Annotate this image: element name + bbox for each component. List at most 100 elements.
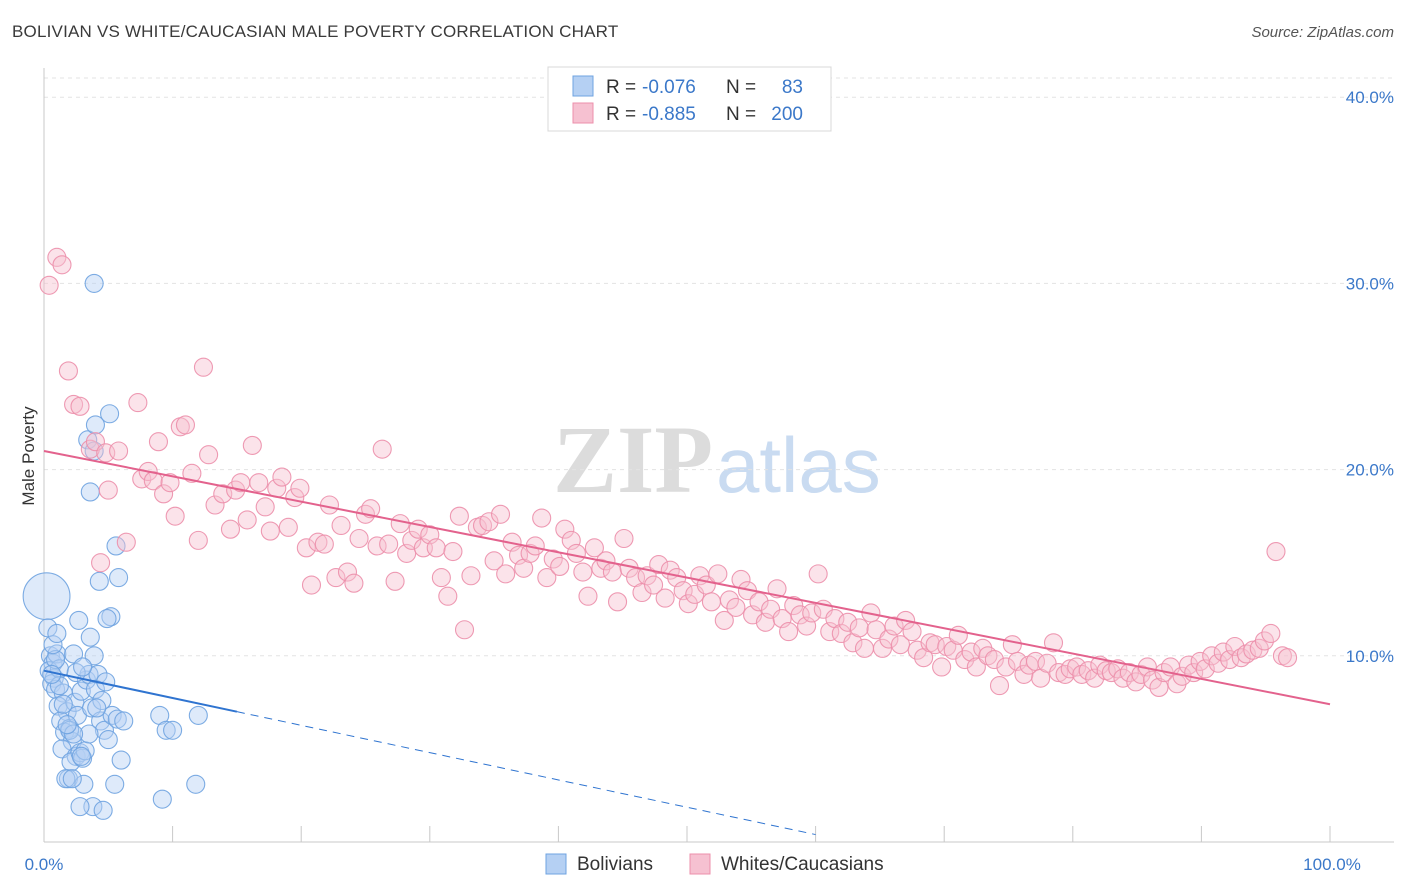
bolivian-point bbox=[79, 724, 99, 744]
white-point bbox=[1261, 623, 1281, 644]
bolivian-point bbox=[57, 715, 77, 735]
bolivian-point bbox=[82, 698, 102, 718]
white-point bbox=[701, 592, 721, 612]
white-point bbox=[1225, 636, 1245, 657]
white-point bbox=[849, 618, 869, 638]
bolivian-point bbox=[71, 681, 91, 701]
legend-swatch bbox=[572, 102, 594, 124]
white-point bbox=[678, 594, 698, 614]
white-point bbox=[602, 562, 622, 582]
bolivian-point bbox=[84, 646, 104, 666]
bolivian-point bbox=[62, 769, 82, 789]
white-point bbox=[996, 657, 1016, 677]
white-point bbox=[872, 638, 893, 658]
bolivian-point bbox=[85, 415, 105, 435]
bolivian-point bbox=[74, 774, 94, 794]
white-point bbox=[578, 586, 598, 606]
white-trendline bbox=[43, 450, 1331, 706]
bolivian-trendline-extension bbox=[236, 711, 816, 836]
bolivian-point bbox=[106, 536, 126, 556]
white-point bbox=[301, 575, 322, 595]
white-point bbox=[128, 393, 148, 413]
white-point bbox=[278, 517, 298, 537]
white-point bbox=[1002, 635, 1022, 655]
bolivian-point bbox=[80, 627, 100, 647]
white-point bbox=[555, 519, 575, 539]
white-point bbox=[932, 657, 952, 677]
white-point bbox=[1213, 642, 1233, 662]
white-point bbox=[242, 435, 262, 455]
white-point bbox=[978, 646, 998, 666]
white-point bbox=[402, 530, 422, 550]
white-point bbox=[379, 534, 399, 554]
white-point bbox=[608, 592, 628, 612]
white-point bbox=[649, 555, 669, 575]
bolivian-point bbox=[70, 797, 90, 817]
white-point bbox=[193, 357, 214, 377]
white-point bbox=[566, 543, 586, 563]
bolivian-point bbox=[89, 571, 109, 591]
y-tick-label: 40.0% bbox=[1346, 88, 1394, 107]
white-point bbox=[438, 586, 458, 606]
legend-n-label: N = bbox=[726, 77, 756, 98]
white-point bbox=[237, 510, 257, 530]
bolivian-point bbox=[156, 720, 176, 740]
white-point bbox=[98, 480, 118, 500]
white-point bbox=[984, 649, 1004, 670]
white-point bbox=[496, 564, 516, 584]
white-point bbox=[454, 620, 475, 640]
x-tick-label: 0.0% bbox=[25, 855, 64, 874]
white-point bbox=[175, 415, 196, 435]
bolivian-point bbox=[94, 720, 114, 740]
white-point bbox=[484, 551, 504, 571]
white-point bbox=[779, 622, 799, 642]
white-point bbox=[749, 592, 769, 612]
bolivian-point bbox=[22, 572, 71, 621]
bolivian-point bbox=[64, 724, 84, 744]
white-point bbox=[70, 396, 90, 416]
white-point bbox=[808, 564, 828, 584]
white-point bbox=[490, 504, 511, 524]
source-label: Source: ZipAtlas.com bbox=[1251, 24, 1394, 41]
white-point bbox=[767, 579, 787, 599]
white-point bbox=[260, 521, 280, 541]
white-point bbox=[573, 562, 593, 582]
bolivian-point bbox=[88, 664, 108, 684]
white-point bbox=[1266, 541, 1286, 562]
y-tick-label: 20.0% bbox=[1346, 461, 1394, 480]
bolivian-point bbox=[66, 746, 86, 766]
bolivian-point bbox=[49, 676, 69, 696]
legend-n-value: 83 bbox=[782, 77, 803, 98]
white-point bbox=[154, 484, 174, 504]
white-point bbox=[390, 514, 410, 534]
white-point bbox=[1236, 644, 1256, 664]
white-point bbox=[182, 463, 202, 483]
white-point bbox=[472, 515, 493, 536]
bolivian-point bbox=[114, 711, 134, 731]
white-point bbox=[1278, 648, 1298, 668]
bolivian-point bbox=[56, 769, 76, 789]
white-point bbox=[1131, 664, 1151, 684]
white-point bbox=[726, 597, 746, 617]
bolivian-point bbox=[64, 644, 84, 664]
white-point bbox=[205, 495, 225, 515]
watermark-atlas: atlas bbox=[716, 421, 881, 509]
white-point bbox=[543, 549, 563, 569]
bolivian-point bbox=[188, 705, 208, 725]
white-point bbox=[1072, 664, 1092, 684]
white-point bbox=[449, 506, 469, 526]
white-point bbox=[1202, 646, 1222, 666]
white-point bbox=[955, 649, 975, 670]
legend-r-value: -0.076 bbox=[642, 77, 696, 98]
bolivian-point bbox=[85, 679, 105, 699]
white-point bbox=[1043, 633, 1064, 653]
white-point bbox=[64, 394, 84, 415]
bolivian-point bbox=[100, 404, 120, 424]
chart-title: BOLIVIAN VS WHITE/CAUCASIAN MALE POVERTY… bbox=[12, 22, 619, 41]
white-point bbox=[431, 568, 451, 588]
bolivian-point bbox=[53, 694, 73, 714]
bolivian-point bbox=[105, 774, 125, 794]
white-point bbox=[199, 445, 219, 465]
legend-n-value: 200 bbox=[771, 104, 803, 125]
bolivian-point bbox=[111, 750, 131, 770]
